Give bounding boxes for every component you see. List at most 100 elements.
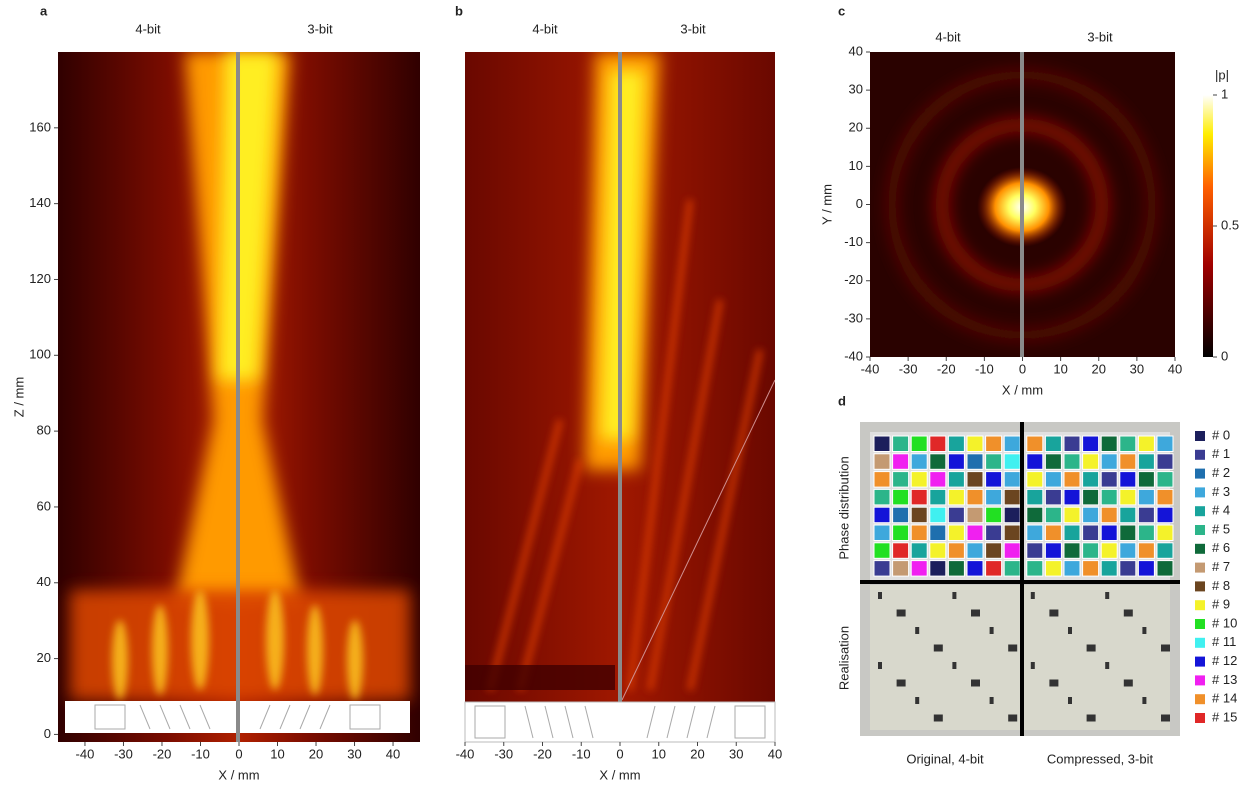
legend-label: # 12: [1212, 653, 1237, 668]
phase-cell: [1083, 436, 1099, 452]
phase-cell: [911, 525, 927, 541]
x-tick-label: 30: [1130, 361, 1144, 376]
x-tick-label: -10: [975, 361, 994, 376]
phase-cell: [948, 507, 964, 523]
realisation-slot: [971, 680, 980, 687]
legend-swatch: [1195, 506, 1205, 516]
phase-cell: [1083, 489, 1099, 505]
phase-cell: [948, 489, 964, 505]
phase-cell: [911, 489, 927, 505]
legend-label: # 8: [1212, 578, 1230, 593]
phase-cell: [948, 543, 964, 559]
x-tick-label: 0: [235, 746, 242, 761]
phase-cell: [911, 472, 927, 488]
x-tick-label: 30: [347, 746, 361, 761]
realisation-slot: [990, 627, 994, 634]
legend-label: # 6: [1212, 540, 1230, 555]
phase-cell: [1045, 436, 1061, 452]
phase-cell: [1064, 507, 1080, 523]
phase-cell: [986, 543, 1002, 559]
half-title: 3-bit: [1087, 29, 1113, 44]
phase-cell: [1101, 436, 1117, 452]
realisation-slot: [1161, 645, 1170, 652]
legend-swatch: [1195, 675, 1205, 685]
phase-cell: [1064, 454, 1080, 470]
y-tick-label: 0: [856, 196, 863, 211]
realisation-slot: [1124, 610, 1133, 617]
legend-swatch: [1195, 431, 1205, 441]
realisation-slot: [934, 645, 943, 652]
phase-cell: [1120, 489, 1136, 505]
phase-cell: [893, 436, 909, 452]
y-tick-label: 120: [29, 271, 51, 286]
realisation-slot: [897, 680, 906, 687]
phase-cell: [930, 454, 946, 470]
realisation-slot: [915, 627, 919, 634]
realisation-slot: [1068, 627, 1072, 634]
y-tick-label: 80: [37, 423, 51, 438]
phase-cell: [893, 454, 909, 470]
phase-cell: [1027, 525, 1043, 541]
phase-cell: [1101, 543, 1117, 559]
phase-cell: [893, 525, 909, 541]
x-tick-label: 10: [270, 746, 284, 761]
phase-cell: [1027, 489, 1043, 505]
phase-cell: [1083, 472, 1099, 488]
half-title: 4-bit: [135, 21, 161, 36]
y-axis-label: Z / mm: [11, 377, 26, 417]
realisation-slot: [1124, 680, 1133, 687]
x-tick-label: 40: [1168, 361, 1182, 376]
x-tick-label: 0: [1019, 361, 1026, 376]
phase-cell: [967, 507, 983, 523]
legend-label: # 7: [1212, 559, 1230, 574]
phase-cell: [1064, 525, 1080, 541]
phase-cell: [1138, 507, 1154, 523]
panel-label: d: [838, 393, 846, 408]
legend-label: # 2: [1212, 465, 1230, 480]
phase-cell: [1083, 561, 1099, 577]
legend-label: # 3: [1212, 484, 1230, 499]
y-tick-label: 10: [849, 158, 863, 173]
y-tick-label: 40: [849, 43, 863, 58]
realisation-slot: [952, 592, 956, 599]
phase-cell: [1027, 507, 1043, 523]
phase-cell: [1120, 507, 1136, 523]
y-tick-label: 20: [37, 650, 51, 665]
phase-cell: [948, 454, 964, 470]
phase-cell: [1004, 454, 1020, 470]
panel-label: b: [455, 3, 463, 18]
phase-cell: [874, 436, 890, 452]
phase-cell: [893, 561, 909, 577]
legend-label: # 4: [1212, 503, 1230, 518]
realisation-slot: [1161, 715, 1170, 722]
phase-cell: [1027, 454, 1043, 470]
x-tick-label: 30: [729, 746, 743, 761]
phase-cell: [911, 454, 927, 470]
phase-cell: [1045, 454, 1061, 470]
phase-cell: [1083, 507, 1099, 523]
phase-cell: [1101, 489, 1117, 505]
phase-cell: [874, 489, 890, 505]
x-tick-label: -40: [861, 361, 880, 376]
phase-cell: [911, 561, 927, 577]
phase-cell: [911, 507, 927, 523]
phase-cell: [1083, 525, 1099, 541]
x-axis-label: X / mm: [218, 767, 259, 782]
phase-cell: [986, 507, 1002, 523]
heatmap-c: [870, 52, 1175, 357]
y-tick-label: -40: [844, 348, 863, 363]
x-tick-label: -40: [76, 746, 95, 761]
legend-swatch: [1195, 657, 1205, 667]
phase-cell: [948, 561, 964, 577]
phase-cell: [1120, 436, 1136, 452]
phase-cell: [1101, 454, 1117, 470]
legend-label: # 14: [1212, 691, 1237, 706]
legend-swatch: [1195, 469, 1205, 479]
realisation-slot: [1008, 715, 1017, 722]
x-tick-label: -20: [937, 361, 956, 376]
phase-cell: [1101, 561, 1117, 577]
x-tick-label: -30: [494, 746, 513, 761]
y-tick-label: 20: [849, 120, 863, 135]
legend-swatch: [1195, 619, 1205, 629]
colorbar-label: |p|: [1215, 67, 1229, 82]
